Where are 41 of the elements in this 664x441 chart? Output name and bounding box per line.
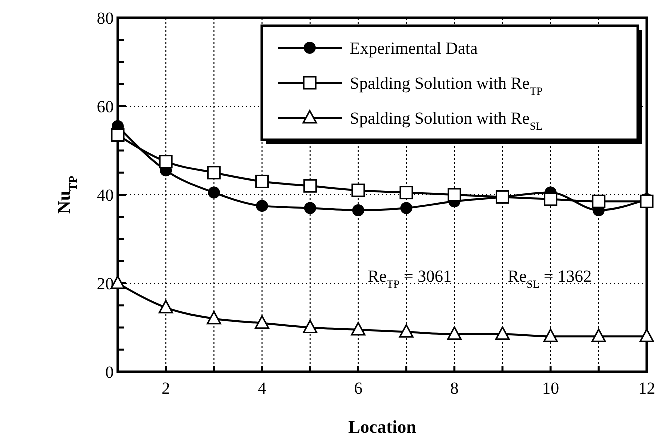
y-tick-label: 60	[97, 98, 114, 116]
legend-label: Spalding Solution with Re$_{TP}$	[350, 74, 543, 98]
x-tick-label: 8	[450, 379, 459, 398]
point	[495, 326, 510, 340]
point	[256, 200, 268, 212]
x-tick-label: 12	[638, 379, 656, 398]
legend-label: Experimental Data	[350, 39, 478, 58]
point	[352, 204, 364, 216]
x-tick-label: 4	[258, 379, 268, 398]
point	[304, 202, 316, 214]
point	[544, 328, 558, 342]
point	[158, 300, 174, 314]
point	[448, 188, 462, 202]
point	[400, 186, 414, 200]
point	[208, 186, 220, 199]
point	[399, 324, 414, 338]
point	[544, 192, 558, 206]
x-tick-label: 6	[354, 379, 363, 398]
y-tick-label: 0	[106, 363, 114, 382]
y-tick-label: 80	[97, 9, 114, 28]
legend-label: Spalding Solution with Re$_{SL}$	[350, 109, 544, 133]
point	[206, 311, 222, 325]
x-tick-label: 10	[542, 379, 560, 398]
point	[256, 174, 270, 188]
x-tick-label: 2	[162, 379, 170, 398]
point	[351, 322, 366, 336]
point	[447, 326, 462, 340]
x-axis-title: Location	[348, 417, 417, 437]
point	[255, 316, 270, 330]
point	[304, 179, 318, 193]
point	[592, 194, 606, 208]
point	[111, 128, 125, 142]
point	[592, 328, 606, 342]
point	[352, 184, 366, 198]
y-tick-label: 40	[97, 186, 114, 205]
point	[159, 155, 173, 169]
point	[400, 202, 413, 214]
point	[207, 166, 221, 180]
point	[640, 194, 654, 208]
point	[640, 328, 654, 342]
point	[303, 320, 318, 334]
